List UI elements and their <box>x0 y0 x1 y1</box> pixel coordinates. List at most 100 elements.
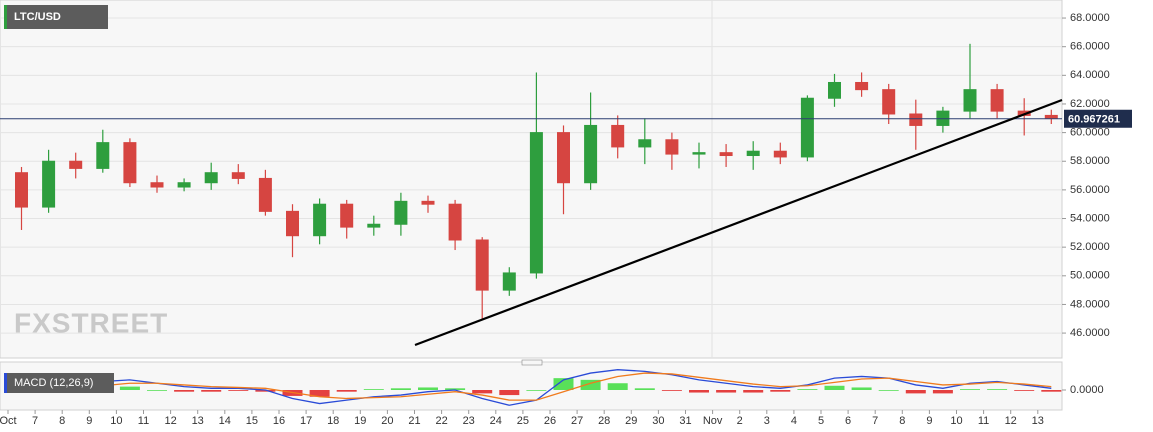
y-tick-label: 52.0000 <box>1070 241 1110 253</box>
x-tick-label: 27 <box>571 415 583 427</box>
x-tick-label: 18 <box>327 415 339 427</box>
x-tick-label: 13 <box>192 415 204 427</box>
y-tick-label: 50.0000 <box>1070 270 1110 282</box>
x-tick-label: 2 <box>737 415 743 427</box>
histogram-bar <box>445 388 466 390</box>
x-tick-label: 21 <box>408 415 420 427</box>
x-tick-label: 14 <box>219 415 231 427</box>
histogram-bar <box>255 390 276 392</box>
histogram-bar <box>201 390 222 392</box>
x-tick-label: 20 <box>381 415 393 427</box>
histogram-bar <box>390 388 411 390</box>
x-tick-label: 5 <box>818 415 824 427</box>
candle-body <box>15 172 28 208</box>
price-tag-label: 60.967261 <box>1068 114 1120 126</box>
candle-body <box>421 200 435 205</box>
y-tick-label: 66.0000 <box>1070 41 1110 53</box>
x-tick-label: 23 <box>463 415 475 427</box>
x-tick-label: 9 <box>86 415 92 427</box>
x-tick-label: 10 <box>950 415 962 427</box>
candle-body <box>448 203 462 241</box>
y-tick-label: 64.0000 <box>1070 69 1110 81</box>
histogram-bar <box>309 390 330 397</box>
y-tick-label: 54.0000 <box>1070 212 1110 224</box>
candle-body <box>42 160 56 208</box>
watermark: FXSTREET <box>14 307 168 338</box>
x-tick-label: 29 <box>625 415 637 427</box>
x-tick-label: 10 <box>110 415 122 427</box>
histogram-bar <box>932 390 953 394</box>
candle-body <box>773 150 787 158</box>
candle-body <box>855 81 869 91</box>
candle-body <box>963 89 977 112</box>
candle-body <box>231 172 245 179</box>
x-tick-label: 4 <box>791 415 797 427</box>
x-tick-label: 7 <box>872 415 878 427</box>
histogram-bar <box>960 389 980 390</box>
x-tick-label: 6 <box>845 415 851 427</box>
plot-layer <box>0 17 1062 406</box>
x-tick-label: 22 <box>435 415 447 427</box>
x-tick-label: Nov <box>703 415 723 427</box>
x-tick-label: 19 <box>354 415 366 427</box>
histogram-bar <box>797 389 818 390</box>
x-tick-label: 11 <box>978 415 989 427</box>
macd-label: MACD (12,26,9) <box>14 377 93 389</box>
macd-panel <box>0 361 1063 411</box>
macd-label-box <box>4 373 114 393</box>
candle-body <box>557 132 570 184</box>
y-tick-label: 58.0000 <box>1070 155 1110 167</box>
x-tick-label: 30 <box>652 415 664 427</box>
candle-body <box>638 139 652 148</box>
histogram-bar <box>228 390 249 391</box>
x-tick-label: 7 <box>32 415 38 427</box>
x-tick-label: 12 <box>164 415 176 427</box>
histogram-bar <box>905 390 926 394</box>
panel-resizer[interactable] <box>521 359 543 366</box>
x-tick-label: 15 <box>246 415 258 427</box>
histogram-bar <box>1014 390 1035 391</box>
candle-body <box>529 132 543 274</box>
candle-body <box>800 97 814 158</box>
x-tick-label: 24 <box>490 415 502 427</box>
histogram-bar <box>526 390 547 391</box>
candle-body <box>990 89 1004 112</box>
x-tick-label: 28 <box>598 415 610 427</box>
x-tick-label: 12 <box>1005 415 1017 427</box>
histogram-bar <box>174 390 195 392</box>
candle-body <box>909 113 923 126</box>
x-tick-label: 25 <box>517 415 529 427</box>
histogram-bar <box>418 387 438 390</box>
y-tick-label: 56.0000 <box>1070 184 1110 196</box>
symbol-label: LTC/USD <box>14 11 61 23</box>
candle-body <box>367 223 381 228</box>
x-tick-label: 31 <box>679 415 691 427</box>
x-tick-label: 26 <box>544 415 556 427</box>
candle-body <box>1044 114 1058 119</box>
candle-body <box>746 150 760 157</box>
y-tick-label: 60.0000 <box>1070 127 1110 139</box>
histogram-bar <box>634 388 655 390</box>
candle-body <box>719 152 733 157</box>
y-tick-label: 48.0000 <box>1070 298 1110 310</box>
y-tick-label: 46.0000 <box>1070 327 1110 339</box>
histogram-bar <box>770 390 791 392</box>
candle-body <box>150 182 164 188</box>
x-tick-label: 13 <box>1032 415 1044 427</box>
histogram-bar <box>661 390 682 391</box>
price-tag <box>1064 109 1132 128</box>
candle-body <box>177 182 191 188</box>
histogram-bar <box>878 390 899 391</box>
x-tick-label: 8 <box>899 415 905 427</box>
candle-body <box>286 210 299 237</box>
histogram-bar <box>743 390 764 393</box>
macd-accent <box>4 373 7 393</box>
candle-body <box>69 160 83 169</box>
histogram-bar <box>607 383 628 390</box>
x-tick-label: 16 <box>273 415 285 427</box>
histogram-bar <box>987 389 1008 390</box>
macd-line <box>21 372 1052 401</box>
candle-body <box>882 89 896 115</box>
histogram-bar <box>472 390 493 394</box>
